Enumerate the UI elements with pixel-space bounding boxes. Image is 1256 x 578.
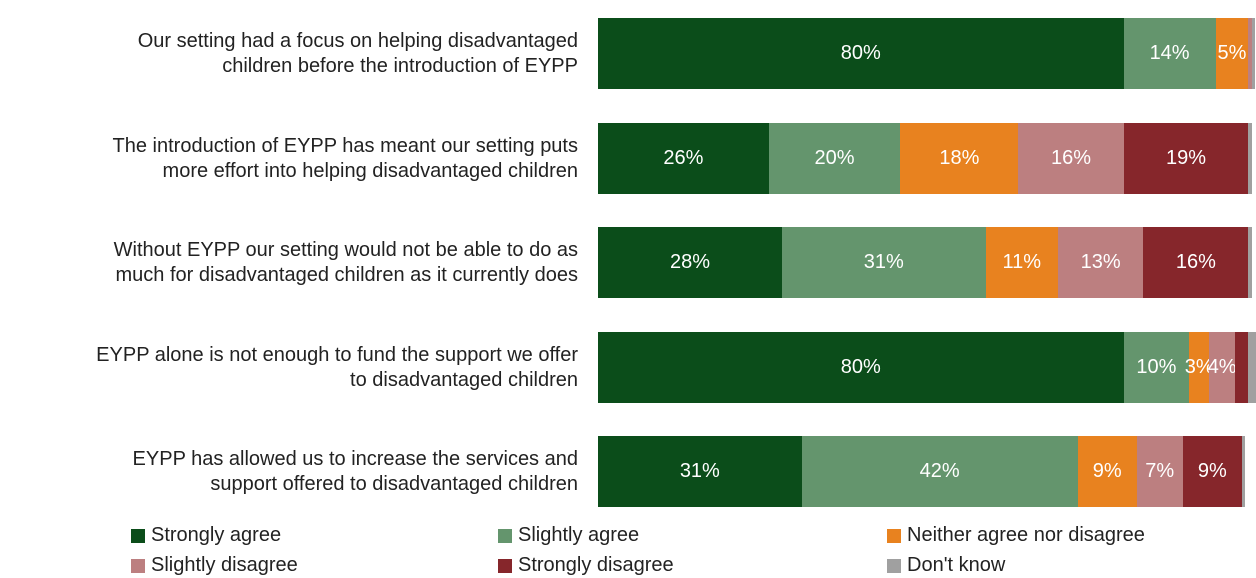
- data-label: 26%: [663, 147, 704, 169]
- data-label: 10%: [1136, 356, 1177, 378]
- bar-segment: [1077, 436, 1137, 507]
- legend-item: Slightly agree: [498, 524, 639, 547]
- bar-segment: [598, 227, 782, 298]
- data-label: 16%: [1051, 147, 1092, 169]
- data-label: 80%: [840, 42, 881, 64]
- bar-segment: [1018, 123, 1124, 194]
- legend-swatch: [498, 558, 512, 573]
- category-label-line: support offered to disadvantaged childre…: [210, 472, 578, 495]
- legend-swatch: [887, 558, 901, 573]
- bar-segment: [900, 123, 1019, 194]
- bar-segment: [598, 332, 1124, 403]
- data-label: 14%: [1149, 42, 1190, 64]
- bar-segment: [781, 227, 986, 298]
- data-label: 11%: [1002, 251, 1042, 273]
- legend-item: Don't know: [887, 554, 1005, 577]
- bar-segment: [1235, 332, 1249, 403]
- legend-swatch: [131, 558, 145, 573]
- data-label: 28%: [669, 251, 710, 273]
- bar-segment: [1057, 227, 1144, 298]
- legend-swatch: [887, 528, 901, 543]
- bar-segment: [1136, 436, 1183, 507]
- bar-segment: [1252, 18, 1255, 89]
- legend-item: Strongly agree: [131, 524, 281, 547]
- bar-segment: [1248, 227, 1252, 298]
- category-label-line: Without EYPP our setting would not be ab…: [113, 238, 578, 261]
- data-label: 5%: [1217, 42, 1247, 64]
- bar-segment: [1209, 332, 1236, 403]
- legend-label: Strongly disagree: [518, 554, 674, 576]
- category-label-line: EYPP alone is not enough to fund the sup…: [96, 343, 578, 366]
- category-label-line: Our setting had a focus on helping disad…: [137, 29, 578, 52]
- category-label-line: to disadvantaged children: [350, 368, 578, 391]
- bar-segment: [1248, 332, 1256, 403]
- bar-segment: [598, 436, 802, 507]
- bar-segment: [1123, 18, 1216, 89]
- bar-segment: [1182, 436, 1242, 507]
- data-label: 31%: [863, 251, 904, 273]
- bar-segment: [1241, 436, 1246, 507]
- legend-item: Neither agree nor disagree: [887, 524, 1145, 547]
- bar-segment: [1248, 18, 1253, 89]
- legend-swatch: [498, 528, 512, 543]
- legend-item: Strongly disagree: [498, 554, 674, 577]
- data-label: 19%: [1165, 147, 1207, 169]
- category-label-line: EYPP has allowed us to increase the serv…: [132, 447, 578, 470]
- data-label: 9%: [1197, 460, 1227, 482]
- legend-label: Slightly agree: [518, 524, 640, 546]
- bar-segment: [1215, 18, 1249, 89]
- legend-swatch: [131, 528, 145, 543]
- category-label-line: much for disadvantaged children as it cu…: [115, 263, 578, 286]
- legend-label: Neither agree nor disagree: [907, 524, 1145, 546]
- category-label: Without EYPP our setting would not be ab…: [0, 238, 578, 288]
- bar-segment: [1189, 332, 1209, 403]
- bar-segment: [598, 123, 769, 194]
- category-label: EYPP has allowed us to increase the serv…: [0, 447, 578, 497]
- bar-segment: [598, 18, 1124, 89]
- data-label: 42%: [919, 460, 960, 482]
- data-label: 4%: [1207, 356, 1237, 378]
- category-label-line: children before the introduction of EYPP: [222, 54, 578, 77]
- data-label: 18%: [939, 147, 980, 169]
- legend-item: Slightly disagree: [131, 554, 298, 577]
- bar-segment: [768, 123, 901, 194]
- bar-segment: [801, 436, 1078, 507]
- bar-segment: [1123, 332, 1190, 403]
- legend-label: Strongly agree: [151, 524, 282, 546]
- category-label: The introduction of EYPP has meant our s…: [0, 134, 578, 184]
- data-label: 13%: [1080, 251, 1121, 273]
- data-label: 7%: [1145, 460, 1175, 482]
- bar-segment: [1123, 123, 1249, 194]
- data-label: 16%: [1175, 251, 1216, 273]
- data-label: 3%: [1184, 356, 1214, 378]
- category-label-line: The introduction of EYPP has meant our s…: [112, 134, 578, 157]
- data-label: 9%: [1092, 460, 1122, 482]
- category-label-line: more effort into helping disadvantaged c…: [162, 159, 578, 182]
- category-label: Our setting had a focus on helping disad…: [0, 29, 578, 79]
- legend-label: Don't know: [907, 554, 1006, 576]
- data-label: 20%: [814, 147, 855, 169]
- bar-segment: [1143, 227, 1249, 298]
- category-label: EYPP alone is not enough to fund the sup…: [0, 343, 578, 393]
- data-label: 31%: [679, 460, 720, 482]
- bar-segment: [1248, 123, 1253, 194]
- data-label: 80%: [840, 356, 881, 378]
- bar-segment: [985, 227, 1058, 298]
- legend-label: Slightly disagree: [151, 554, 298, 576]
